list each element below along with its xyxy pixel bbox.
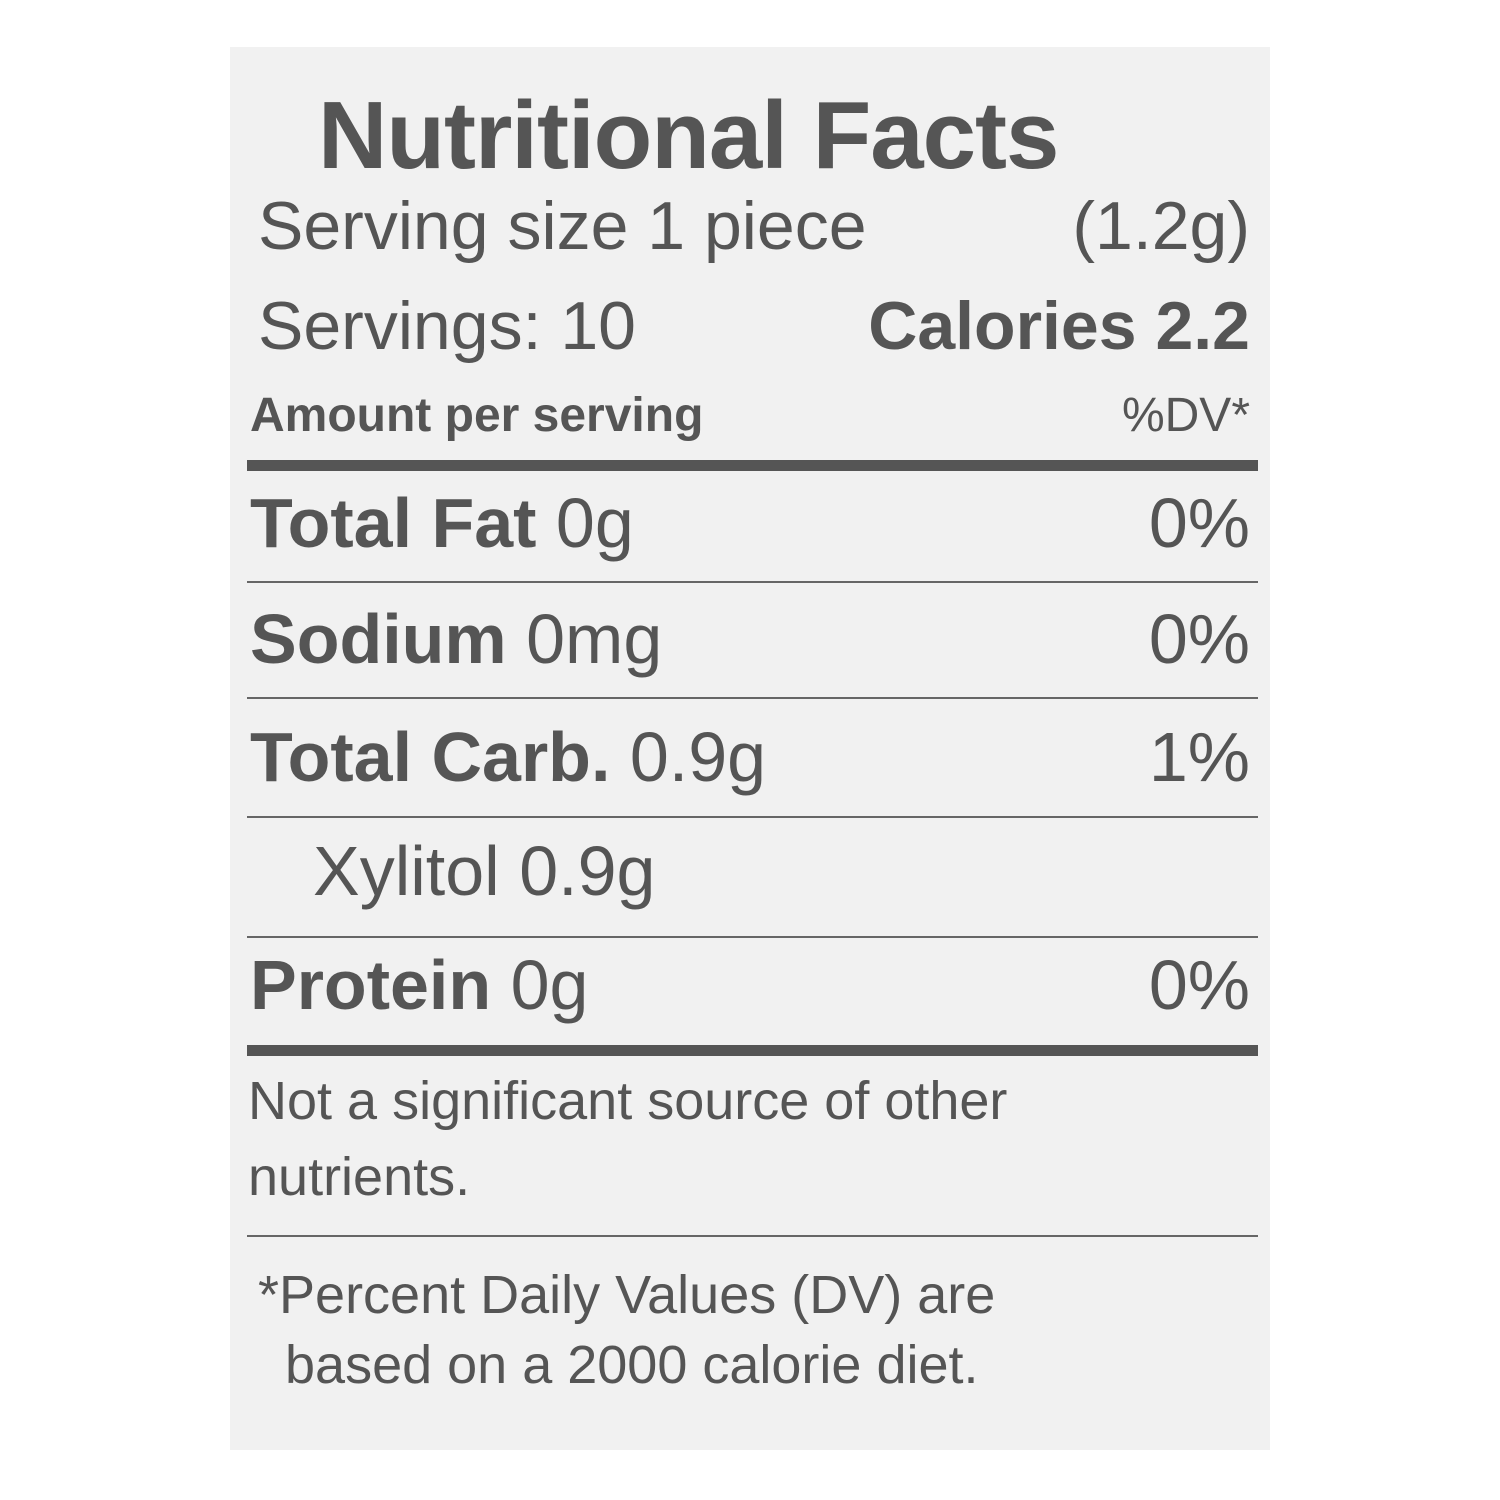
- divider: [247, 816, 1258, 818]
- calories: Calories 2.2: [868, 288, 1250, 364]
- divider: [247, 936, 1258, 938]
- nutrient-amount: 0g: [510, 946, 589, 1024]
- nutrient-dv: 0%: [1148, 484, 1250, 562]
- nutrient-name: Protein: [250, 946, 492, 1024]
- note-line-2: nutrients.: [248, 1147, 471, 1207]
- divider: [247, 581, 1258, 583]
- divider-thick: [247, 460, 1258, 471]
- nutrient-amount: 0.9g: [629, 718, 767, 796]
- nutrient-dv: 0%: [1148, 946, 1250, 1024]
- divider: [247, 1235, 1258, 1237]
- footnote-line-1: *Percent Daily Values (DV) are: [258, 1265, 996, 1325]
- label-title: Nutritional Facts: [318, 82, 1059, 189]
- note-line-1: Not a significant source of other: [248, 1071, 1008, 1131]
- nutrient-dv: 1%: [1148, 718, 1250, 796]
- nutrient-name: Xylitol: [313, 832, 500, 910]
- nutrient-amount: 0g: [555, 484, 634, 562]
- serving-size-value: (1.2g): [1072, 188, 1250, 264]
- footnote-line-2: based on a 2000 calorie diet.: [285, 1335, 979, 1395]
- servings-count: Servings: 10: [258, 288, 636, 364]
- nutrient-name: Total Fat: [250, 484, 537, 562]
- nutrient-name: Total Carb.: [250, 718, 611, 796]
- nutrient-name: Sodium: [250, 600, 507, 678]
- serving-size-label: Serving size 1 piece: [258, 188, 867, 264]
- nutrient-amount: 0mg: [526, 600, 663, 678]
- nutrient-amount: 0.9g: [519, 832, 656, 910]
- nutrient-dv: 0%: [1148, 600, 1250, 678]
- amount-per-serving-label: Amount per serving: [250, 389, 704, 442]
- divider: [247, 697, 1258, 699]
- nutrition-label-panel: [230, 47, 1270, 1450]
- divider-thick: [247, 1045, 1258, 1056]
- dv-header: %DV*: [1121, 389, 1250, 442]
